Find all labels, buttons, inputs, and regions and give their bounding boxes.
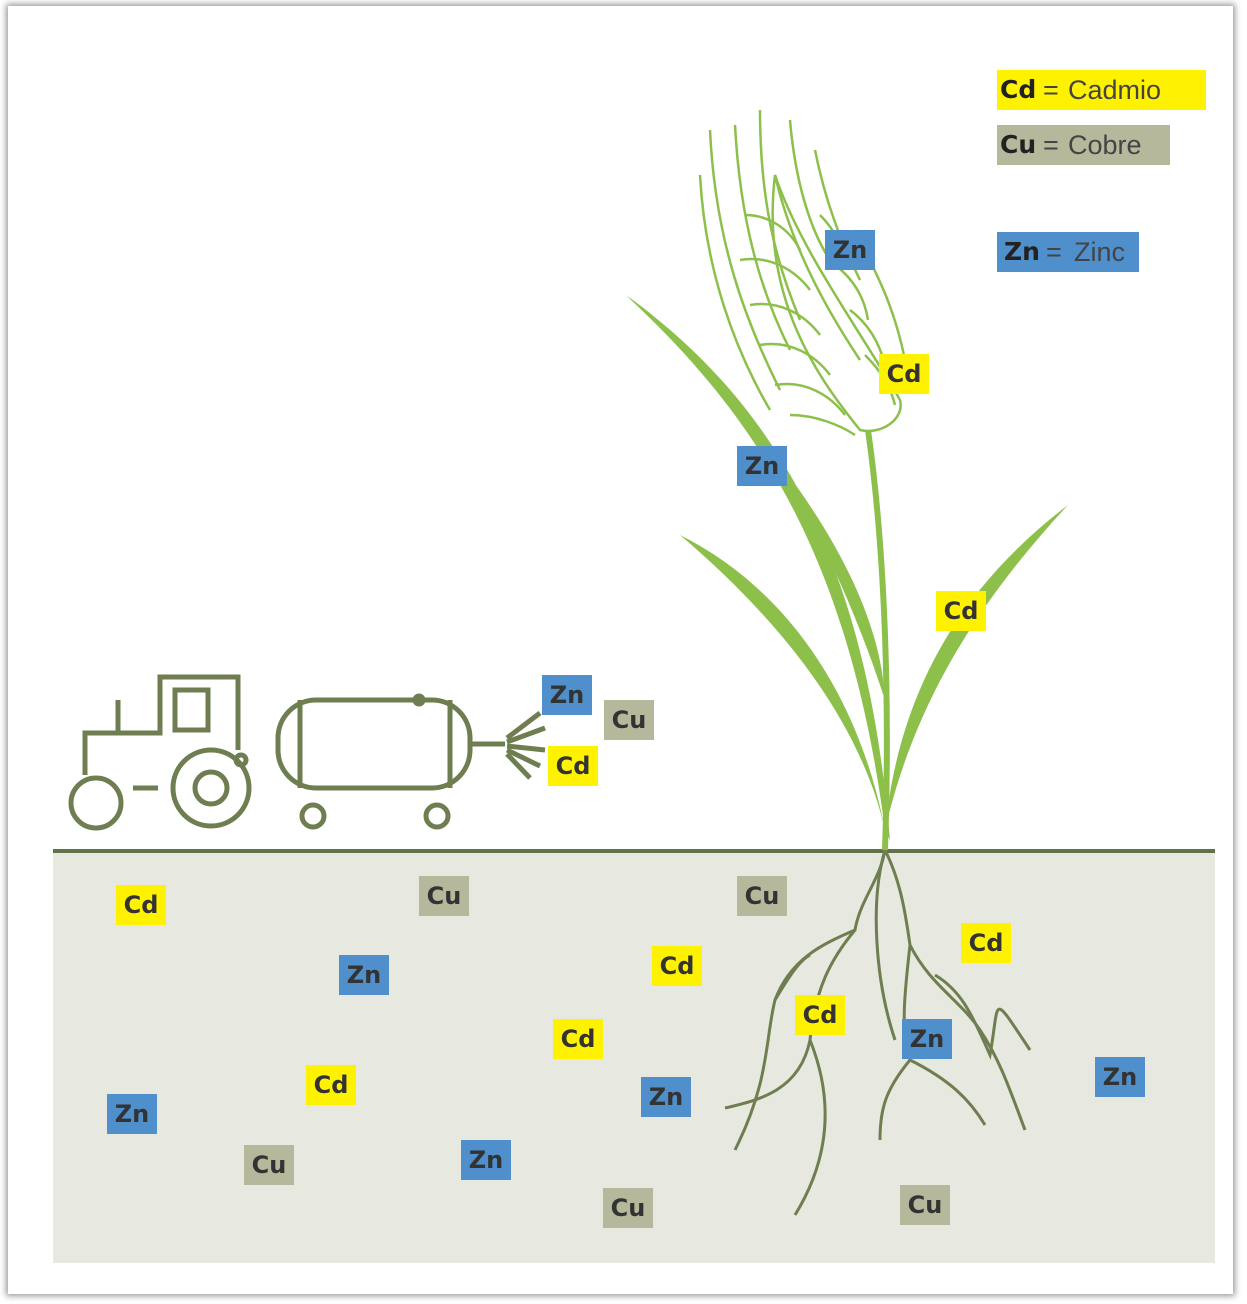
element-tag: Cu [612, 706, 647, 734]
tractor [71, 677, 545, 828]
element-tag: Cd [124, 891, 159, 919]
element-tag: Cd [561, 1025, 596, 1053]
element-tag: Cu [427, 882, 462, 910]
element-tag: Cd [803, 1001, 838, 1029]
legend-equals: = [1043, 75, 1059, 105]
element-tag: Cd [944, 597, 979, 625]
legend-symbol: Cu [1000, 130, 1036, 159]
element-tag: Cd [969, 929, 1004, 957]
legend-name: Zinc [1074, 237, 1125, 267]
element-tag: Zn [469, 1146, 504, 1174]
element-tag: Zn [910, 1025, 945, 1053]
element-tag: Cu [745, 882, 780, 910]
element-tag: Zn [550, 681, 585, 709]
element-tag: Zn [1103, 1063, 1138, 1091]
legend-symbol: Cd [1000, 75, 1036, 104]
element-tag: Zn [115, 1100, 150, 1128]
legend-symbol: Zn [1004, 237, 1040, 266]
legend: Cd = Cadmio Cu = Cobre Zn = Zinc [997, 70, 1206, 272]
element-tag: Zn [745, 452, 780, 480]
element-tag: Cd [556, 752, 591, 780]
element-tag: Cd [660, 952, 695, 980]
element-tag: Cd [887, 360, 922, 388]
element-tag: Zn [649, 1083, 684, 1111]
page: Cd = Cadmio Cu = Cobre Zn = Zinc Zn Cu Cd Z… [0, 0, 1247, 1304]
plant [627, 110, 1068, 850]
legend-equals: = [1046, 237, 1062, 267]
element-tag: Zn [833, 236, 868, 264]
element-tag: Cu [252, 1151, 287, 1179]
diagram: Cd = Cadmio Cu = Cobre Zn = Zinc Zn Cu Cd Z… [0, 0, 1247, 1304]
legend-equals: = [1043, 130, 1059, 160]
legend-name: Cadmio [1068, 75, 1161, 105]
element-tag: Cu [908, 1191, 943, 1219]
element-tag: Cd [314, 1071, 349, 1099]
element-tag: Cu [611, 1194, 646, 1222]
element-tag: Zn [347, 961, 382, 989]
legend-name: Cobre [1068, 130, 1142, 160]
